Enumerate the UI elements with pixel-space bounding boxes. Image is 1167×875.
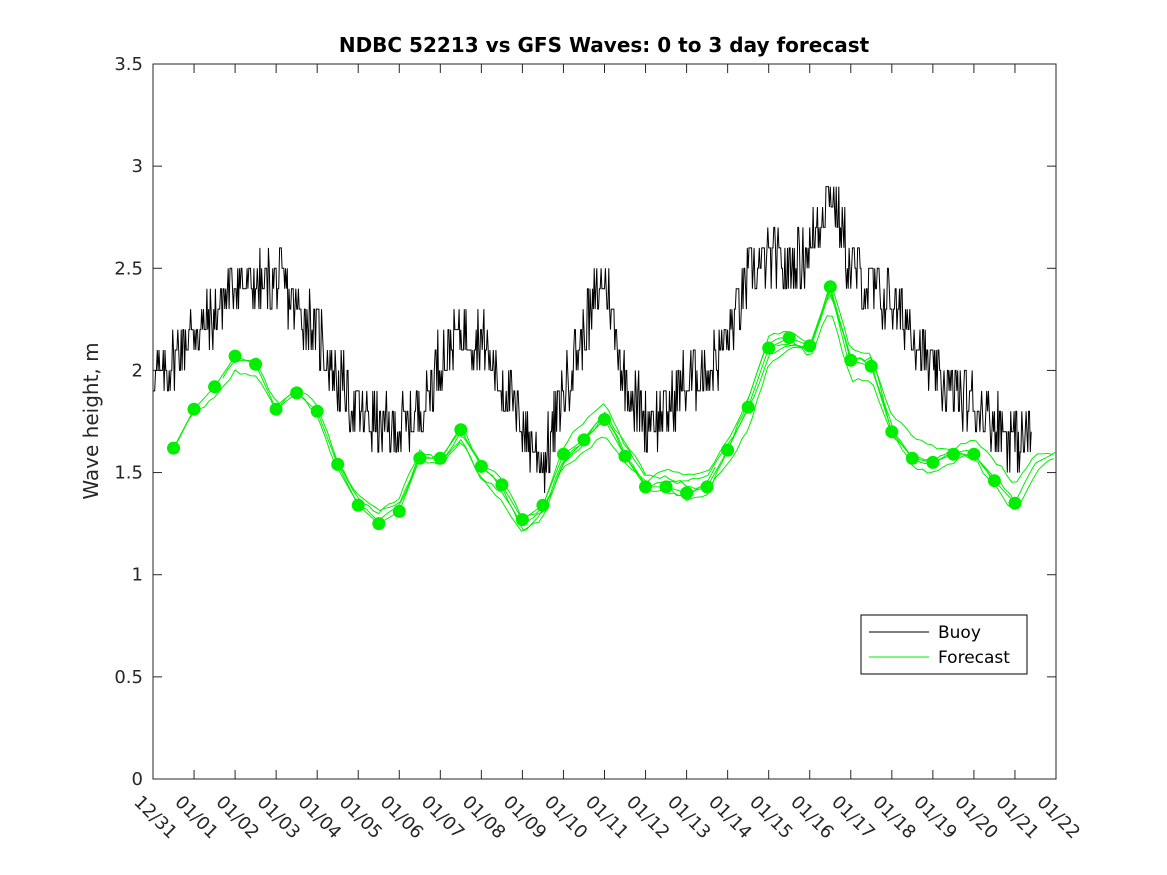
forecast-point bbox=[577, 433, 591, 447]
forecast-point bbox=[967, 447, 981, 461]
forecast-run-line bbox=[554, 315, 1054, 485]
forecast-point bbox=[269, 402, 283, 416]
forecast-point bbox=[495, 478, 509, 492]
forecast-point bbox=[762, 341, 776, 355]
y-tick-label: 2.5 bbox=[114, 258, 143, 279]
forecast-point bbox=[885, 425, 899, 439]
forecast-point bbox=[351, 498, 365, 512]
forecast-point bbox=[700, 480, 714, 494]
legend-buoy-label: Buoy bbox=[938, 623, 981, 643]
forecast-run-line bbox=[443, 291, 989, 532]
forecast-point bbox=[639, 480, 652, 494]
forecast-point bbox=[782, 331, 796, 345]
forecast-point bbox=[167, 441, 180, 455]
legend: Buoy Forecast bbox=[860, 614, 1028, 675]
forecast-run-line bbox=[173, 369, 646, 524]
forecast-point bbox=[1008, 496, 1022, 510]
forecast-point bbox=[864, 359, 878, 373]
forecast-point bbox=[392, 504, 406, 518]
forecast-point bbox=[844, 353, 858, 367]
forecast-run-line bbox=[222, 359, 716, 521]
plot-area: 00.511.522.533.512/3101/0101/0201/0301/0… bbox=[114, 54, 1084, 843]
forecast-point bbox=[208, 380, 222, 394]
forecast-point bbox=[331, 457, 345, 471]
forecast-point bbox=[228, 349, 242, 363]
forecast-point bbox=[515, 513, 529, 527]
forecast-point bbox=[310, 404, 324, 418]
y-tick-label: 3.5 bbox=[114, 54, 143, 75]
forecast-point bbox=[536, 498, 550, 512]
forecast-point bbox=[290, 386, 304, 400]
y-tick-label: 1.5 bbox=[114, 463, 143, 484]
forecast-point bbox=[680, 486, 694, 500]
forecast-point bbox=[598, 413, 611, 426]
forecast-point bbox=[803, 339, 817, 353]
forecast-point bbox=[823, 280, 837, 294]
forecast-point bbox=[372, 517, 386, 531]
forecast-point bbox=[618, 449, 632, 463]
y-tick-label: 0.5 bbox=[114, 667, 143, 688]
forecast-point bbox=[433, 451, 447, 465]
forecast-point bbox=[659, 480, 673, 494]
forecast-point bbox=[187, 402, 201, 416]
forecast-point bbox=[557, 447, 570, 461]
forecast-point bbox=[946, 447, 960, 461]
forecast-point bbox=[905, 451, 919, 465]
forecast-point bbox=[474, 459, 488, 473]
y-tick-label: 2 bbox=[132, 360, 143, 381]
forecast-point bbox=[987, 474, 1001, 488]
chart-title: NDBC 52213 vs GFS Waves: 0 to 3 day fore… bbox=[339, 33, 870, 57]
y-axis-label: Wave height, m bbox=[79, 342, 103, 499]
forecast-point bbox=[741, 400, 755, 414]
forecast-point bbox=[926, 455, 940, 469]
y-tick-label: 3 bbox=[132, 156, 143, 177]
y-tick-label: 0 bbox=[132, 769, 143, 790]
legend-box bbox=[860, 614, 1028, 675]
forecast-point bbox=[413, 451, 427, 465]
forecast-point bbox=[454, 423, 468, 437]
forecast-point bbox=[721, 443, 735, 457]
buoy-line bbox=[153, 186, 1032, 494]
legend-forecast-label: Forecast bbox=[938, 648, 1010, 668]
forecast-point bbox=[249, 357, 263, 371]
y-tick-label: 1 bbox=[132, 565, 143, 586]
